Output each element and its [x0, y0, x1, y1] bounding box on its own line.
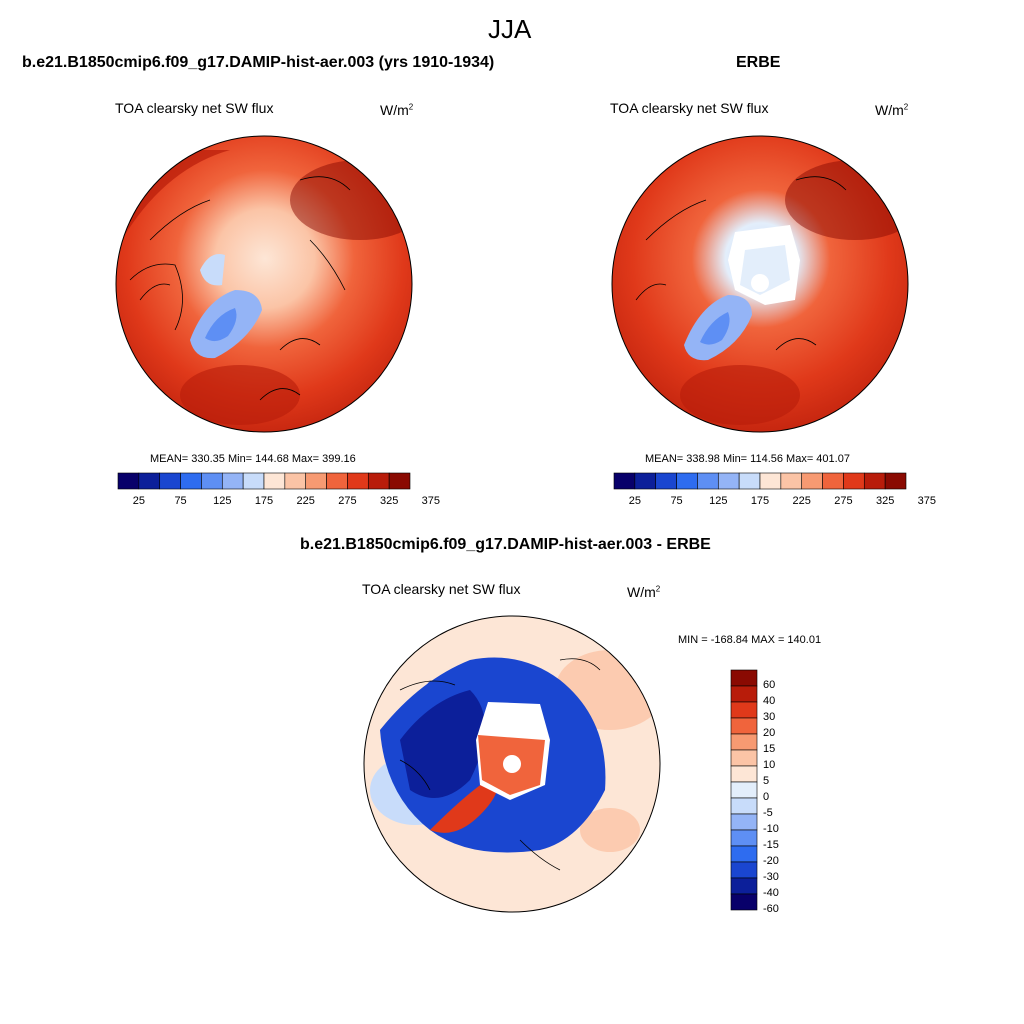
model-colorbar-tick-label: 225 [296, 495, 315, 507]
diff-colorbar-tick-label: -30 [763, 871, 779, 883]
obs-colorbar-swatch [613, 472, 636, 490]
model-colorbar-swatch [284, 472, 307, 490]
obs-colorbar-swatch [822, 472, 844, 490]
obs-colorbar-tick-label: 25 [628, 495, 641, 507]
obs-colorbar-swatch [780, 472, 803, 490]
diff-colorbar-swatch [730, 813, 758, 831]
obs-colorbar-swatch [676, 472, 698, 490]
model-colorbar-swatch [263, 472, 286, 490]
obs-colorbar-swatch [697, 472, 719, 490]
model-colorbar-swatch [367, 472, 390, 490]
diff-colorbar-tick-label: -60 [763, 903, 779, 915]
model-colorbar-tick-label: 175 [254, 495, 274, 507]
diff-colorbar-swatch [730, 861, 758, 879]
model-colorbar [117, 472, 411, 490]
diff-colorbar-tick-label: 30 [763, 711, 776, 723]
model-colorbar-tick-label: 325 [379, 495, 399, 507]
diff-unit-label: W/m2 [627, 584, 661, 600]
diff-colorbar-tick-label: 40 [763, 695, 776, 707]
diff-colorbar-tick-label: -10 [763, 823, 779, 835]
diff-colorbar-tick-label: -15 [763, 839, 779, 851]
obs-colorbar-tick-label: 125 [709, 495, 728, 507]
obs-polar-map [611, 135, 909, 433]
obs-colorbar-tick-label: 175 [750, 495, 770, 507]
diff-colorbar-tick-label: 0 [763, 791, 770, 803]
model-colorbar-swatch [180, 472, 202, 490]
diff-colorbar-swatch [730, 829, 758, 847]
diff-colorbar-swatch [730, 797, 758, 815]
model-colorbar-swatch [138, 472, 161, 490]
model-colorbar-tick-label: 275 [338, 495, 357, 507]
diff-polar-map [363, 615, 661, 913]
diff-colorbar-tick-label: -5 [763, 807, 773, 819]
diff-colorbar-swatch [730, 781, 758, 799]
model-colorbar-tick-label: 25 [132, 495, 145, 507]
obs-colorbar-tick-label: 225 [792, 495, 811, 507]
diff-stats: MIN = -168.84 MAX = 140.01 [678, 634, 822, 646]
model-panel-title: b.e21.B1850cmip6.f09_g17.DAMIP-hist-aer.… [22, 54, 495, 71]
diff-colorbar-swatch [730, 765, 758, 783]
obs-colorbar-tick-label: 325 [875, 495, 895, 507]
obs-colorbar-swatch [884, 472, 907, 490]
obs-unit-label: W/m2 [875, 102, 909, 118]
obs-colorbar-swatch [843, 472, 865, 490]
obs-stats: MEAN= 338.98 Min= 114.56 Max= 401.07 [645, 453, 850, 465]
diff-colorbar-tick-label: 15 [763, 743, 776, 755]
model-colorbar-swatch [326, 472, 348, 490]
obs-colorbar-swatch [759, 472, 782, 490]
obs-colorbar-tick-label: 275 [834, 495, 853, 507]
diff-colorbar-swatch [730, 685, 758, 703]
diff-colorbar-swatch [730, 877, 758, 895]
diff-colorbar-swatch [730, 749, 758, 767]
model-colorbar-swatch [117, 472, 140, 490]
diff-colorbar-tick-label: 20 [763, 727, 776, 739]
diff-variable-label: TOA clearsky net SW flux [362, 581, 521, 597]
model-polar-map [115, 135, 413, 433]
model-colorbar-swatch [388, 472, 411, 490]
model-colorbar-swatch [221, 472, 244, 490]
diff-colorbar-tick-label: 60 [763, 679, 776, 691]
model-colorbar-swatch [347, 472, 369, 490]
obs-colorbar [613, 472, 907, 490]
diff-colorbar-tick-label: -20 [763, 855, 779, 867]
obs-colorbar-swatch [801, 472, 823, 490]
diff-panel-title: b.e21.B1850cmip6.f09_g17.DAMIP-hist-aer.… [300, 536, 711, 553]
diff-colorbar-swatch [730, 893, 758, 911]
obs-colorbar-tick-label: 375 [917, 495, 937, 507]
diff-colorbar [730, 669, 758, 911]
model-colorbar-swatch [159, 472, 181, 490]
obs-colorbar-tick-label: 75 [670, 495, 683, 507]
diff-colorbar-swatch [730, 845, 758, 863]
model-colorbar-swatch [201, 472, 223, 490]
diff-colorbar-swatch [730, 701, 758, 719]
obs-panel-title: ERBE [736, 54, 781, 71]
model-colorbar-tick-label: 125 [213, 495, 232, 507]
diff-colorbar-swatch [730, 733, 758, 751]
obs-colorbar-swatch [655, 472, 677, 490]
figure-title: JJA [488, 14, 532, 44]
model-colorbar-tick-label: 375 [421, 495, 441, 507]
model-unit-label: W/m2 [380, 102, 414, 118]
obs-variable-label: TOA clearsky net SW flux [610, 100, 769, 116]
model-colorbar-swatch [242, 472, 265, 490]
diff-colorbar-swatch [730, 669, 758, 687]
model-variable-label: TOA clearsky net SW flux [115, 100, 274, 116]
diff-colorbar-swatch [730, 717, 758, 735]
diff-colorbar-tick-label: -40 [763, 887, 779, 899]
model-colorbar-tick-label: 75 [174, 495, 187, 507]
obs-colorbar-swatch [863, 472, 886, 490]
model-stats: MEAN= 330.35 Min= 144.68 Max= 399.16 [150, 453, 356, 465]
obs-colorbar-swatch [738, 472, 761, 490]
diff-colorbar-tick-label: 10 [763, 759, 776, 771]
obs-colorbar-swatch [634, 472, 657, 490]
diff-colorbar-tick-label: 5 [763, 775, 770, 787]
obs-colorbar-swatch [717, 472, 740, 490]
model-colorbar-swatch [305, 472, 327, 490]
